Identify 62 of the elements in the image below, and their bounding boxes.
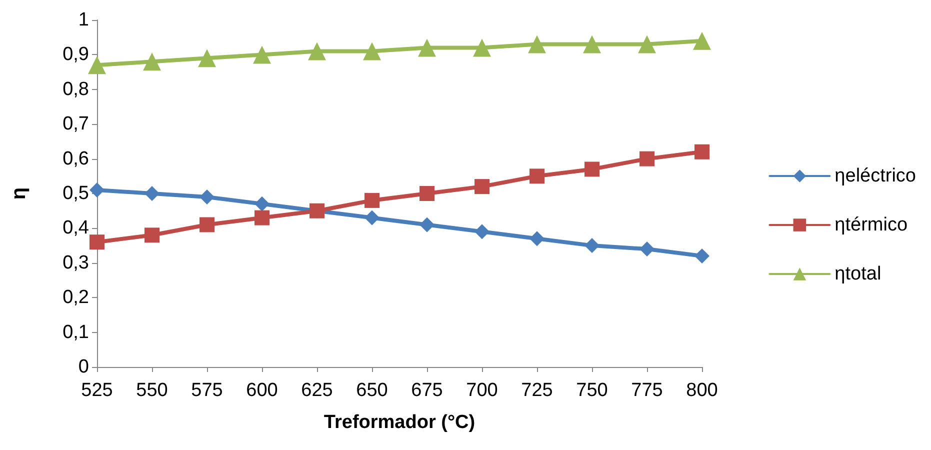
x-tick-label: 650 — [356, 380, 388, 401]
y-tick-label: 0,5 — [62, 183, 89, 204]
point — [308, 42, 326, 60]
x-axis-title: Treformador (°C) — [324, 412, 476, 433]
point — [530, 231, 544, 246]
point — [584, 162, 600, 177]
point — [473, 38, 491, 57]
point — [420, 186, 434, 201]
y-tick-label: 0,4 — [62, 218, 90, 239]
y-tick-label: 0,2 — [62, 287, 89, 308]
point — [144, 228, 160, 243]
x-tick-label: 725 — [521, 380, 553, 401]
point — [143, 52, 161, 71]
y-tick-label: 0,6 — [62, 148, 89, 170]
point — [198, 49, 216, 68]
point — [640, 242, 654, 257]
point — [694, 248, 710, 264]
legend-label: ηtérmico — [834, 214, 908, 236]
point — [693, 32, 711, 50]
x-tick-label: 800 — [686, 380, 718, 401]
y-tick-label: 0 — [78, 356, 89, 378]
point — [364, 210, 380, 226]
point — [364, 192, 380, 208]
y-tick-label: 0,3 — [62, 252, 89, 274]
x-tick-label: 775 — [631, 380, 663, 401]
point — [420, 217, 434, 232]
point — [254, 210, 270, 226]
y-tick-label: 0,1 — [62, 322, 89, 343]
x-tick-label: 675 — [411, 380, 443, 401]
point — [254, 196, 270, 212]
point — [528, 35, 546, 54]
x-tick-label: 700 — [466, 380, 498, 401]
y-tick-label: 0,8 — [62, 78, 89, 100]
point — [200, 217, 214, 232]
y-axis-title: η — [8, 187, 30, 200]
y-tick-label: 0,7 — [62, 114, 89, 135]
point — [640, 151, 654, 166]
x-tick-label: 625 — [301, 380, 333, 401]
point — [584, 238, 600, 254]
point — [88, 56, 106, 74]
x-tick-label: 525 — [81, 380, 113, 401]
point — [474, 224, 490, 240]
point — [90, 182, 104, 198]
legend-label: ηtotal — [834, 264, 882, 284]
point — [90, 234, 104, 250]
point — [144, 186, 160, 201]
point — [418, 38, 436, 57]
point — [253, 46, 271, 64]
y-tick-label: 0,9 — [62, 44, 89, 66]
x-tick-label: 750 — [576, 380, 608, 401]
point — [474, 179, 490, 194]
x-tick-label: 575 — [191, 380, 223, 401]
point — [694, 144, 710, 160]
point — [530, 168, 544, 184]
x-tick-label: 600 — [246, 380, 278, 401]
legend-label: ηeléctrico — [834, 166, 916, 186]
point — [363, 42, 381, 60]
point — [638, 35, 656, 54]
point — [583, 35, 601, 54]
point — [200, 189, 214, 204]
y-tick-label: 1 — [78, 10, 89, 30]
x-tick-label: 550 — [136, 380, 168, 401]
